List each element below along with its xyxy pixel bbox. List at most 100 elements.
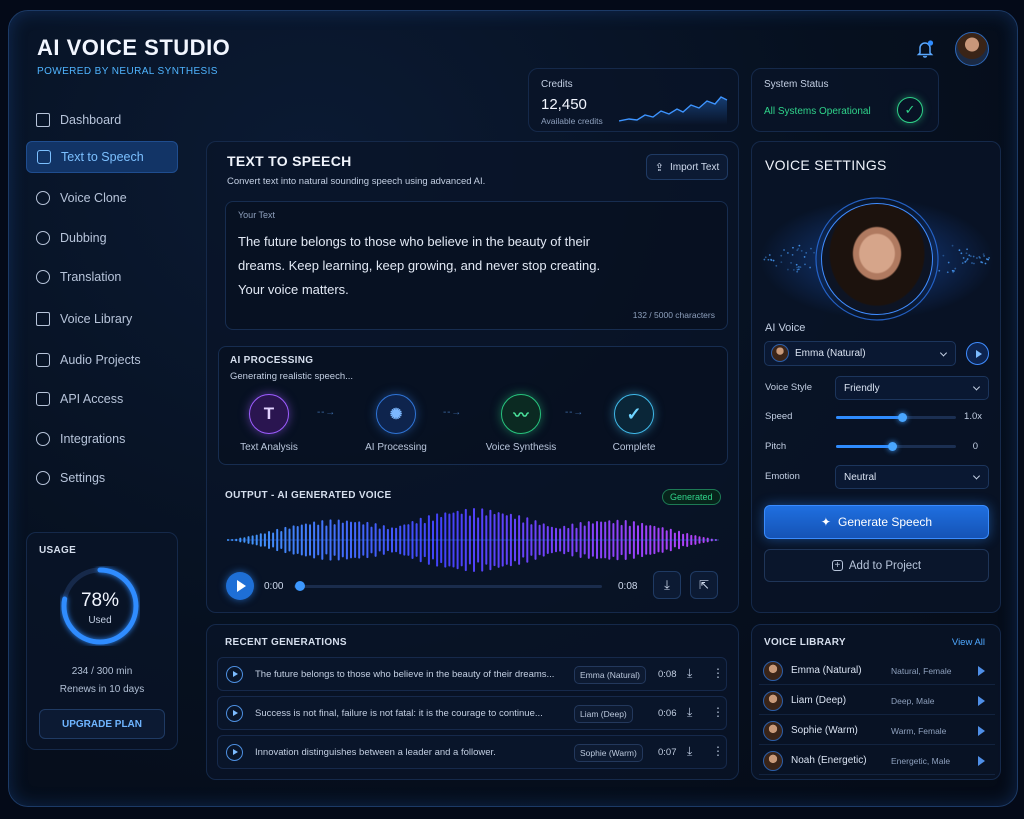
download-icon[interactable]: ⤓ (687, 744, 692, 759)
output-title: OUTPUT - AI GENERATED VOICE (225, 490, 391, 501)
chevron-down-icon (973, 383, 980, 390)
seek-knob[interactable] (295, 581, 305, 591)
speed-value: 1.0x (964, 411, 982, 422)
usage-percent: 78% (60, 590, 140, 612)
emotion-select[interactable]: Neutral (835, 465, 989, 489)
check-circle-icon: ✓ (897, 97, 923, 123)
sidebar-item-label: Translation (60, 270, 121, 284)
download-icon[interactable]: ⤓ (687, 666, 692, 681)
play-icon (976, 350, 982, 358)
upgrade-plan-button[interactable]: UPGRADE PLAN (39, 709, 165, 739)
sidebar-item-api-access[interactable]: API Access (26, 383, 178, 415)
recent-generation-row[interactable]: Innovation distinguishes between a leade… (217, 735, 727, 769)
play-icon[interactable] (978, 756, 985, 766)
sidebar-item-dashboard[interactable]: Dashboard (26, 104, 178, 136)
import-text-button[interactable]: ⇪ Import Text (646, 154, 728, 180)
play-icon[interactable] (226, 744, 243, 761)
text-line: The future belongs to those who believe … (238, 230, 600, 254)
seek-bar[interactable] (294, 585, 602, 588)
arrow-icon: - - → (317, 407, 334, 418)
sidebar-item-label: Dashboard (60, 113, 121, 127)
pitch-label: Pitch (765, 441, 786, 452)
view-all-link[interactable]: View All (952, 637, 985, 648)
play-icon[interactable] (226, 705, 243, 722)
ai-voice-select[interactable]: Emma (Natural) (764, 341, 956, 366)
voice-library-title: VOICE LIBRARY (764, 637, 846, 648)
emotion-value: Neutral (844, 472, 876, 483)
more-options-icon[interactable]: ⋮ (712, 666, 724, 680)
sidebar-item-audio-projects[interactable]: Audio Projects (26, 344, 178, 376)
pitch-slider-knob[interactable] (888, 442, 897, 451)
credits-card: Credits 12,450 Available credits (528, 68, 739, 132)
play-icon[interactable] (978, 726, 985, 736)
processing-status: Generating realistic speech... (230, 371, 353, 382)
voice-name: Sophie (Warm) (791, 725, 891, 736)
preview-voice-button[interactable] (966, 342, 989, 365)
more-options-icon[interactable]: ⋮ (712, 705, 724, 719)
play-icon[interactable] (978, 696, 985, 706)
play-icon (237, 580, 246, 592)
voice-avatar (763, 691, 783, 711)
credits-label: Credits (541, 79, 573, 90)
speed-slider-knob[interactable] (898, 413, 907, 422)
more-options-icon[interactable]: ⋮ (712, 744, 724, 758)
sidebar-item-text-to-speech[interactable]: Text to Speech (26, 141, 178, 173)
sidebar-item-label: Integrations (60, 432, 125, 446)
ai-voice-label: AI Voice (765, 322, 805, 334)
recent-voice-chip: Liam (Deep) (574, 705, 633, 723)
voice-avatar-image (822, 204, 932, 314)
sidebar-item-voice-library[interactable]: Voice Library (26, 303, 178, 335)
voice-style-label: Voice Style (765, 382, 812, 393)
sidebar-item-translation[interactable]: Translation (26, 261, 178, 293)
text-input-content[interactable]: The future belongs to those who believe … (238, 230, 600, 302)
emotion-label: Emotion (765, 471, 800, 482)
app-tagline: POWERED BY NEURAL SYNTHESIS (37, 66, 218, 77)
bell-icon[interactable] (914, 38, 936, 60)
sidebar-item-voice-clone[interactable]: Voice Clone (26, 182, 178, 214)
voice-library-item[interactable]: Sophie (Warm) Warm, Female (759, 717, 995, 745)
play-icon[interactable] (978, 666, 985, 676)
recent-duration: 0:08 (658, 669, 677, 680)
credits-value: 12,450 (541, 96, 587, 113)
sidebar-item-label: Voice Library (60, 312, 132, 326)
voice-library-item[interactable]: Emma (Natural) Natural, Female (759, 657, 995, 685)
download-icon[interactable]: ⤓ (687, 705, 692, 720)
download-icon[interactable]: ⤓ (653, 571, 681, 599)
document-icon (36, 312, 50, 326)
gear-icon (36, 432, 50, 446)
user-avatar[interactable] (955, 32, 989, 66)
brain-icon: ✺ (376, 394, 416, 434)
recent-voice-chip: Sophie (Warm) (574, 744, 643, 762)
user-circle-icon (36, 191, 50, 205)
voice-library-item[interactable]: Noah (Energetic) Energetic, Male (759, 747, 995, 775)
sparkle-icon: ✦ (821, 515, 831, 529)
generated-badge: Generated (662, 489, 721, 505)
sidebar-item-integrations[interactable]: Integrations (26, 423, 178, 455)
add-to-project-button[interactable]: + Add to Project (764, 549, 989, 582)
tts-panel: TEXT TO SPEECH Convert text into natural… (206, 141, 739, 613)
voice-settings-panel: VOICE SETTINGS AI Voice Emma (Natural) V… (751, 141, 1001, 613)
voice-style-select[interactable]: Friendly (835, 376, 989, 400)
step-label: Complete (584, 442, 684, 453)
recent-generation-row[interactable]: Success is not final, failure is not fat… (217, 696, 727, 730)
upload-icon: ⇪ (655, 161, 664, 174)
recent-generation-row[interactable]: The future belongs to those who believe … (217, 657, 727, 691)
step-label: Text Analysis (219, 442, 319, 453)
share-icon[interactable]: ⇱ (690, 571, 718, 599)
import-text-label: Import Text (670, 162, 719, 173)
char-count: 132 / 5000 characters (633, 310, 715, 320)
voice-library-item[interactable]: Liam (Deep) Deep, Male (759, 687, 995, 715)
sidebar-item-settings[interactable]: Settings (26, 462, 178, 494)
ai-processing-card: AI PROCESSING Generating realistic speec… (218, 346, 728, 465)
usage-renews: Renews in 10 days (27, 684, 177, 695)
voice-settings-title: VOICE SETTINGS (765, 157, 887, 173)
step-label: AI Processing (346, 442, 446, 453)
complete-check-icon: ✓ (614, 394, 654, 434)
voice-avatar (763, 721, 783, 741)
pitch-slider-fill (836, 445, 892, 448)
generate-speech-button[interactable]: ✦ Generate Speech (764, 505, 989, 539)
output-play-button[interactable] (226, 572, 254, 600)
play-icon[interactable] (226, 666, 243, 683)
sidebar-item-dubbing[interactable]: Dubbing (26, 222, 178, 254)
text-input-area[interactable]: Your Text The future belongs to those wh… (225, 201, 728, 330)
